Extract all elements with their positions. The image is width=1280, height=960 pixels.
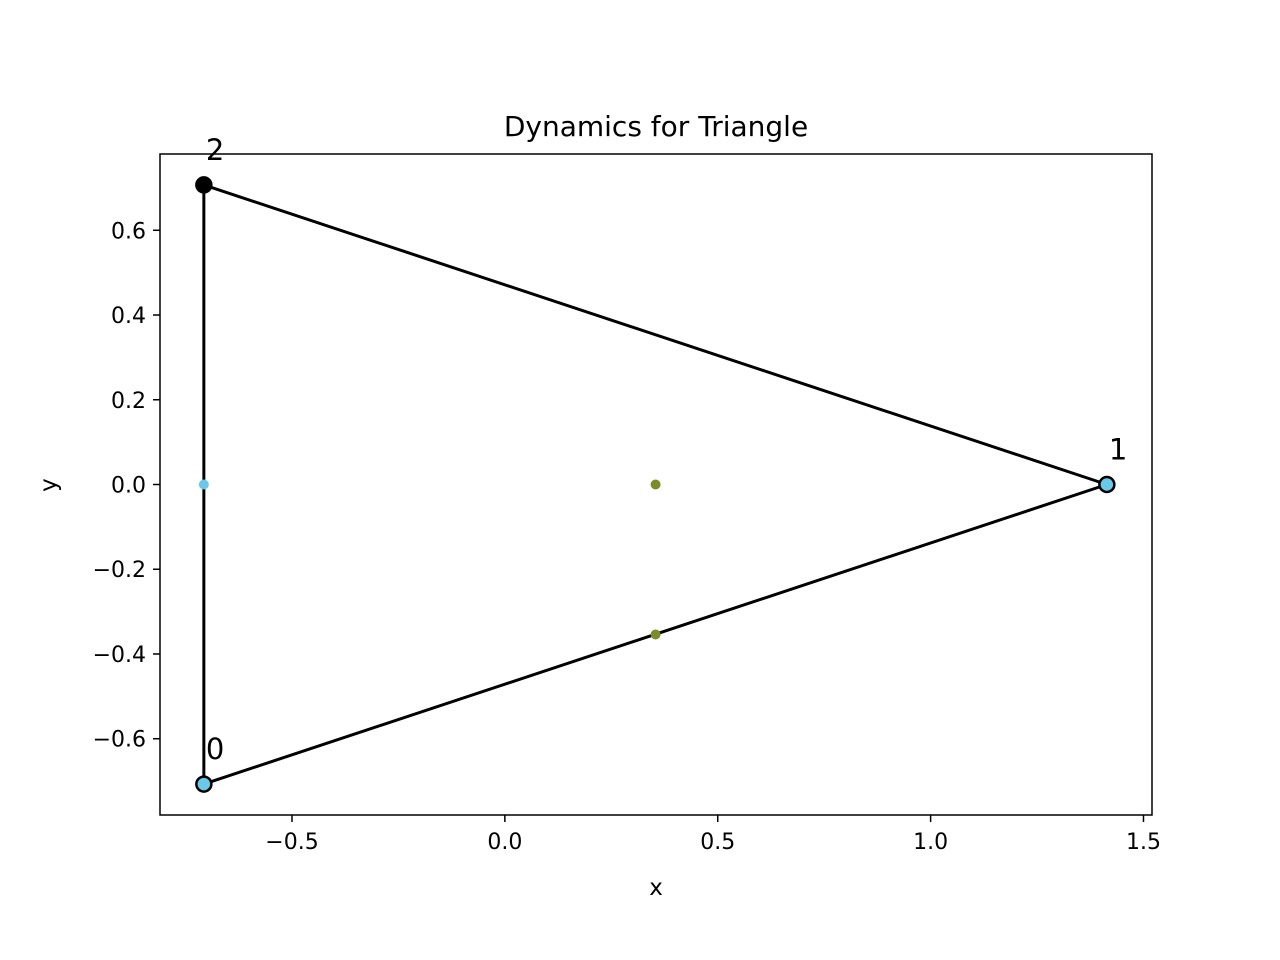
y-tick-label: 0.0 <box>111 474 146 499</box>
chart-title: Dynamics for Triangle <box>504 110 808 143</box>
y-tick-label: −0.2 <box>93 558 146 583</box>
vertex-marker <box>1098 475 1116 494</box>
vertex-label: 1 <box>1109 433 1127 467</box>
particle-point <box>650 629 661 640</box>
vertices <box>195 176 1116 793</box>
y-tick-label: −0.6 <box>93 728 146 753</box>
x-axis-label: x <box>649 875 663 901</box>
particle-point <box>650 479 661 490</box>
x-tick-label: 1.5 <box>1126 830 1161 855</box>
x-tick-label: −0.5 <box>265 830 318 855</box>
y-axis-label: y <box>36 478 62 492</box>
x-tick-label: 1.0 <box>913 830 948 855</box>
vertex-marker <box>195 775 213 793</box>
x-axis: −0.5 0.0 0.5 1.0 1.5 <box>265 815 1161 855</box>
x-tick-label: 0.0 <box>487 830 522 855</box>
vertex-label: 0 <box>206 732 224 766</box>
particles <box>198 479 661 640</box>
vertex-marker <box>195 176 213 194</box>
y-axis: −0.6 −0.4 −0.2 0.0 0.2 0.4 0.6 <box>93 219 160 753</box>
plot-area: 0 1 2 <box>195 133 1127 793</box>
y-tick-label: 0.2 <box>111 389 146 414</box>
y-tick-label: 0.6 <box>111 219 146 244</box>
triangle-edge <box>202 183 1109 486</box>
y-tick-label: 0.4 <box>111 304 146 329</box>
particle-point <box>198 479 209 490</box>
vertex-label: 2 <box>206 133 224 167</box>
vertex-labels: 0 1 2 <box>206 133 1127 766</box>
y-tick-label: −0.4 <box>93 643 146 668</box>
x-tick-label: 0.5 <box>700 830 735 855</box>
